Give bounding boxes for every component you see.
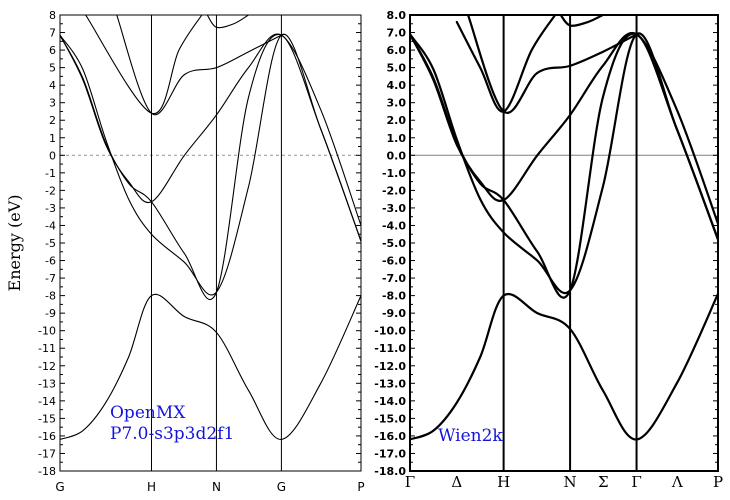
y-tick-label: -18	[38, 465, 56, 478]
y-tick-label: -1	[45, 167, 56, 180]
y-tick-label: -14	[38, 395, 56, 408]
y-tick-label: -10	[38, 325, 56, 338]
band-line	[410, 32, 718, 294]
band-line	[60, 293, 361, 440]
y-tick-label: -16.0	[374, 430, 406, 443]
y-tick-label: 1	[49, 132, 56, 145]
y-tick-label: -16	[38, 430, 56, 443]
kpoint-label: H	[147, 480, 156, 494]
y-tick-label: 5	[49, 62, 56, 75]
kpoint-label: Σ	[598, 473, 609, 491]
y-tick-label: 7.0	[387, 27, 407, 40]
y-tick-label: -17.0	[374, 447, 406, 460]
y-tick-label: -5	[45, 237, 56, 250]
kpoint-label: Λ	[671, 473, 683, 491]
y-tick-label: 8.0	[387, 9, 407, 22]
y-tick-label: -5.0	[382, 237, 406, 250]
y-tick-label: -15.0	[374, 412, 406, 425]
y-tick-label: 5.0	[387, 62, 407, 75]
y-tick-label: -18.0	[374, 465, 406, 478]
y-tick-label: -11.0	[374, 342, 406, 355]
wien2k-panel: 8.0 7.0 6.0 5.0 4.0 3.0 2.0 1.0 0.0 -1.0 -2.0 -3.0 -…	[374, 9, 723, 491]
y-tick-label: -4.0	[382, 219, 406, 232]
y-tick-label: -3.0	[382, 202, 406, 215]
band-line	[85, 15, 203, 114]
y-tick-label: 0	[49, 149, 56, 162]
y-tick-label: -13.0	[374, 377, 406, 390]
y-tick-label: 1.0	[387, 132, 407, 145]
band-line	[410, 31, 718, 225]
y-tick-label: -12	[38, 360, 56, 373]
y-tick-label: 0.0	[387, 149, 407, 162]
y-tick-label: -2	[45, 184, 56, 197]
y-tick-label: 3.0	[387, 97, 407, 110]
y-tick-label: -10.0	[374, 325, 406, 338]
y-tick-label: -6	[45, 255, 56, 268]
kpoint-label: Γ	[405, 473, 415, 491]
y-tick-label: -7.0	[382, 272, 406, 285]
kpoint-label: G	[55, 480, 64, 494]
y-tick-label: -13	[38, 377, 56, 390]
band-line	[60, 33, 361, 301]
y-tick-label: 4.0	[387, 79, 407, 92]
kpoint-label: G	[277, 480, 286, 494]
y-tick-label: 6.0	[387, 44, 407, 57]
band-line	[60, 33, 361, 227]
band-line	[559, 15, 604, 27]
panel-annotation: P7.0-s3p3d2f1	[110, 424, 234, 444]
band-line	[206, 15, 250, 29]
y-tick-label: 4	[49, 79, 56, 92]
y-tick-label: -14.0	[374, 395, 406, 408]
kpoint-label: P	[357, 480, 364, 494]
y-tick-label: -1.0	[382, 167, 406, 180]
kpoint-label: Δ	[451, 473, 462, 491]
y-tick-label: -9	[45, 307, 56, 320]
y-tick-label: -2.0	[382, 184, 406, 197]
kpoint-label: N	[564, 473, 577, 491]
y-tick-label: -6.0	[382, 255, 406, 268]
openmx-panel: 8 7 6 5 4 3 2 1 0 -1 -2 -3 -4 -5 -6 -7 -8 -9 -10 -11 -12 -13 -…	[38, 9, 365, 494]
y-tick-label: -8.0	[382, 290, 406, 303]
panel-annotation: OpenMX	[110, 403, 186, 423]
y-tick-label: 2	[49, 114, 56, 127]
kpoint-label: H	[497, 473, 510, 491]
band-line	[466, 15, 638, 115]
y-tick-label: -11	[38, 342, 56, 355]
y-tick-label: 3	[49, 97, 56, 110]
y-tick-label: -17	[38, 447, 56, 460]
y-tick-label: 8	[49, 9, 56, 22]
y-tick-label: -7	[45, 272, 56, 285]
band-line	[410, 32, 718, 299]
y-tick-label: -12.0	[374, 360, 406, 373]
y-tick-label: 7	[49, 27, 56, 40]
y-tick-label: -4	[45, 219, 56, 232]
y-tick-label: -9.0	[382, 307, 406, 320]
kpoint-label: P	[713, 473, 723, 491]
kpoint-label: N	[212, 480, 221, 494]
kpoint-label: Γ	[631, 473, 641, 491]
y-tick-label: -15	[38, 412, 56, 425]
y-tick-label: 2.0	[387, 114, 407, 127]
band-line	[455, 15, 557, 113]
y-tick-label: 6	[49, 44, 56, 57]
band-line	[410, 292, 718, 441]
band-line	[60, 33, 361, 296]
band-line	[116, 15, 282, 116]
panel-annotation: Wien2k	[438, 426, 503, 446]
y-axis-label: Energy (eV)	[5, 195, 24, 292]
y-tick-label: -3	[45, 202, 56, 215]
y-tick-label: -8	[45, 290, 56, 303]
